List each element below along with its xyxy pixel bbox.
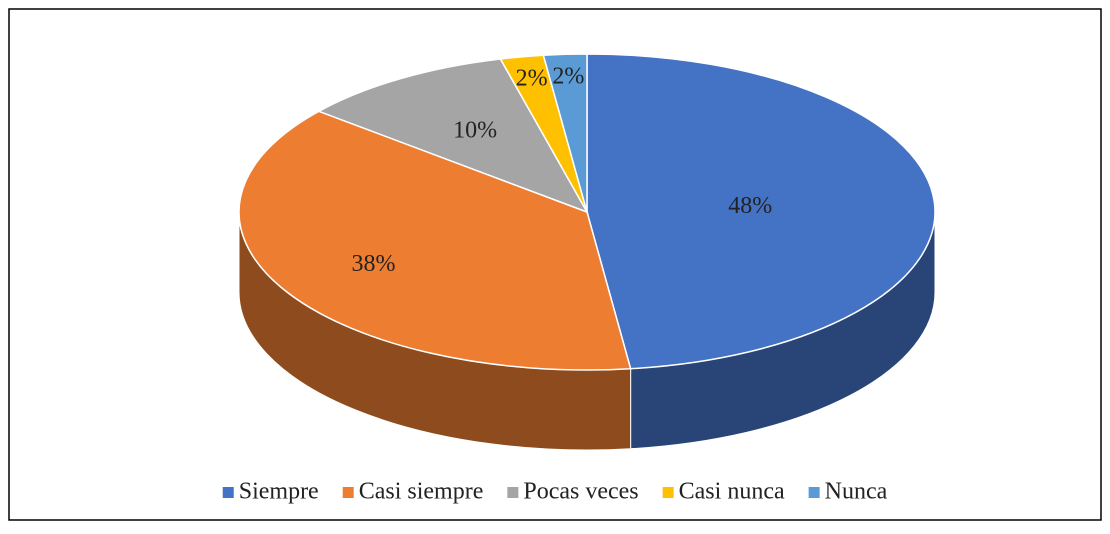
- legend-swatch: [222, 487, 234, 498]
- pie-slice: [542, 53, 588, 213]
- legend-label: Pocas veces: [523, 479, 638, 505]
- legend-swatch: [507, 487, 519, 498]
- data-label: 38%: [352, 251, 396, 277]
- legend: Siempre Casi siempre Pocas veces Casi nunca…: [222, 479, 888, 505]
- legend-swatch: [808, 487, 820, 498]
- pie-slice: [586, 53, 936, 370]
- data-label: 2%: [516, 66, 548, 92]
- legend-label: Siempre: [239, 479, 319, 505]
- legend-label: Casi siempre: [359, 479, 484, 505]
- pie-slice: [317, 58, 589, 214]
- legend-swatch: [342, 487, 354, 498]
- legend-label: Nunca: [825, 479, 888, 505]
- pie-slice: [238, 110, 632, 371]
- data-label: 10%: [453, 117, 497, 143]
- legend-label: Casi nunca: [679, 479, 785, 505]
- legend-swatch: [662, 487, 674, 498]
- data-label: 2%: [552, 63, 584, 89]
- data-label: 48%: [728, 193, 772, 219]
